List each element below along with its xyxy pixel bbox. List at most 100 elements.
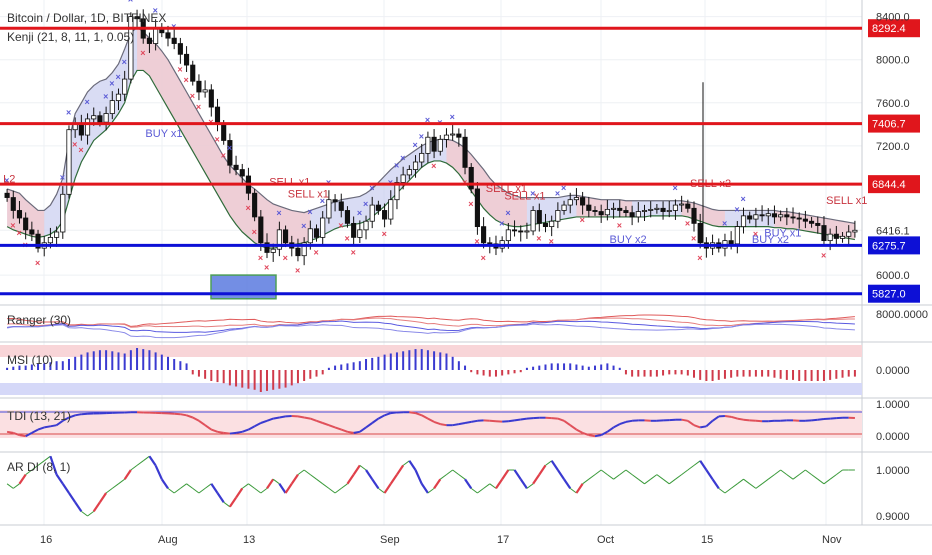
sell-marker: ×: [431, 161, 436, 171]
tdi-segment: [230, 433, 236, 434]
candle-body-up: [129, 17, 133, 79]
support-zone-box: [211, 275, 276, 299]
ardi-segment: [762, 479, 768, 484]
sell-marker: ×: [685, 218, 690, 228]
indicator-label: Kenji (21, 8, 11, 1, 0.05): [7, 30, 134, 44]
tdi-segment: [515, 419, 521, 420]
ardi-segment: [713, 479, 719, 488]
tdi-segment: [744, 420, 750, 421]
candle-body-down: [259, 217, 263, 243]
tdi-segment: [75, 414, 81, 415]
sell-marker: ×: [221, 150, 226, 160]
ardi-tick-label: 0.9000: [876, 511, 910, 523]
candle-body-down: [252, 193, 256, 217]
ardi-segment: [589, 475, 595, 480]
ardi-segment: [836, 470, 842, 475]
candle-body-down: [475, 189, 479, 227]
candle-body-up: [370, 205, 374, 221]
ardi-segment: [94, 502, 100, 511]
sell-marker: ×: [468, 199, 473, 209]
sell-marker: ×: [338, 220, 343, 230]
sell-marker: ×: [215, 134, 220, 144]
candle: [184, 46, 188, 72]
candle: [475, 182, 479, 235]
sell-marker: ×: [536, 233, 541, 243]
ardi-segment: [527, 484, 533, 489]
candle: [450, 125, 454, 141]
buy-marker: ×: [734, 205, 739, 215]
tdi-segment: [180, 414, 186, 415]
level-tag-text: 7406.7: [872, 119, 906, 131]
ardi-segment: [490, 484, 496, 489]
buy-marker: ×: [66, 108, 71, 118]
candle-body-up: [123, 79, 127, 94]
candle-body-up: [754, 215, 758, 219]
candle-body-up: [556, 210, 560, 221]
price-tick-label: 7600.0: [876, 98, 910, 110]
ardi-segment: [131, 465, 137, 470]
price-tick-label: 8000.0: [876, 55, 910, 67]
candle-body-up: [655, 208, 659, 209]
ardi-segment: [360, 465, 366, 470]
ardi-segment: [545, 461, 551, 466]
candle: [469, 163, 473, 193]
ardi-segment: [440, 475, 446, 480]
tdi-segment: [508, 420, 514, 421]
tdi-segment: [298, 416, 304, 417]
ardi-segment: [731, 484, 737, 489]
buy-marker: ×: [115, 72, 120, 82]
candle-body-up: [450, 134, 454, 135]
candle-body-down: [537, 210, 541, 223]
sell-marker: ×: [344, 233, 349, 243]
buy-marker: ×: [400, 153, 405, 163]
candle-body-down: [11, 198, 15, 211]
ardi-segment: [13, 484, 19, 489]
candle-body-down: [283, 230, 287, 243]
candle: [519, 225, 523, 241]
candle: [481, 217, 485, 248]
tdi-segment: [521, 419, 527, 420]
sell-marker: ×: [264, 262, 269, 272]
buy-marker: ×: [722, 219, 727, 229]
sell-marker: ×: [16, 228, 21, 238]
ardi-segment: [576, 484, 582, 493]
candle: [172, 29, 176, 49]
ardi-segment: [564, 479, 570, 488]
ardi-segment: [737, 479, 743, 484]
sell-marker: ×: [196, 102, 201, 112]
tdi-segment: [236, 432, 242, 433]
msi-tick-label: 0.0000: [876, 365, 910, 377]
candle: [61, 186, 65, 239]
buy-marker: ×: [227, 143, 232, 153]
ardi-segment: [403, 461, 409, 466]
x-tick-label: 15: [701, 534, 713, 546]
candle-body-up: [364, 221, 368, 230]
candle-body-up: [840, 236, 844, 238]
candle-body-down: [469, 167, 473, 189]
ardi-segment: [125, 470, 131, 479]
ardi-segment: [329, 488, 335, 493]
tdi-segment: [44, 426, 50, 427]
candle-body-up: [389, 200, 393, 219]
tdi-segment: [279, 416, 285, 417]
ardi-segment: [620, 470, 626, 475]
ardi-segment: [366, 470, 372, 479]
candle-body-down: [618, 208, 622, 210]
sell-marker: ×: [140, 48, 145, 58]
ardi-segment: [657, 475, 663, 480]
ardi-segment: [292, 475, 298, 484]
tdi-segment: [304, 418, 310, 419]
candle-body-up: [104, 114, 108, 123]
buy-marker: ×: [276, 208, 281, 218]
candle-body-up: [413, 162, 417, 170]
buy-marker: ×: [499, 219, 504, 229]
ardi-segment: [63, 484, 69, 493]
ardi-segment: [137, 461, 143, 466]
signal-label: SELL x1: [826, 195, 867, 207]
ardi-segment: [372, 479, 378, 488]
candle-body-down: [30, 230, 34, 234]
tdi-segment: [440, 424, 446, 425]
ardi-segment: [663, 479, 669, 484]
